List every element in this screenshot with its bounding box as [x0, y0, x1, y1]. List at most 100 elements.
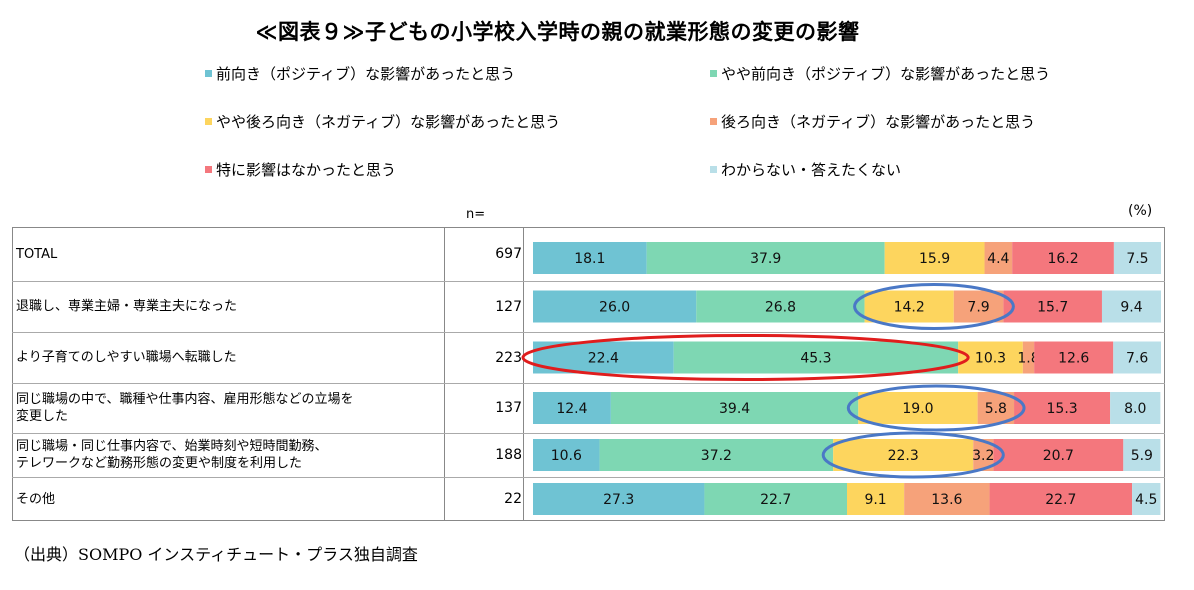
- legend-swatch: [205, 118, 212, 125]
- legend-label: 後ろ向き（ネガティブ）な影響があったと思う: [721, 113, 1036, 131]
- table-frame: [12, 227, 1165, 521]
- bar-segment: [599, 439, 834, 471]
- legend-item: 特に影響はなかったと思う: [205, 159, 396, 180]
- legend-item: やや前向き（ポジティブ）な影響があったと思う: [710, 63, 1050, 84]
- bar-segment: [646, 242, 885, 274]
- row-divider: [12, 477, 1165, 478]
- category-label: その他: [16, 491, 56, 507]
- bar-segment: [1014, 392, 1111, 424]
- legend-swatch: [205, 70, 212, 77]
- category-label: 同じ職場・同じ仕事内容で、始業時刻や短時間勤務、 テレワークなど勤務形態の変更や…: [16, 439, 328, 471]
- data-label: 12.6: [1058, 351, 1089, 367]
- data-label: 45.3: [800, 351, 831, 367]
- data-label: 27.3: [603, 492, 634, 508]
- row-n-value: 223: [495, 349, 522, 366]
- data-label: 12.4: [556, 401, 587, 417]
- data-label: 19.0: [902, 401, 933, 417]
- data-label: 4.4: [987, 251, 1009, 267]
- legend-item: 前向き（ポジティブ）な影響があったと思う: [205, 63, 515, 84]
- highlight-ellipse: [821, 431, 1005, 479]
- bar-segment: [864, 290, 954, 323]
- data-label: 9.4: [1120, 300, 1142, 316]
- data-label: 37.2: [701, 448, 732, 464]
- category-label: より子育てのしやすい職場へ転職した: [16, 350, 237, 365]
- bar-segment: [833, 439, 974, 471]
- legend-label: やや前向き（ポジティブ）な影響があったと思う: [721, 65, 1051, 83]
- bar-segment: [533, 242, 647, 274]
- legend-item: やや後ろ向き（ネガティブ）な影響があったと思う: [205, 111, 560, 132]
- row-label: 同じ職場・同じ仕事内容で、始業時刻や短時間勤務、 テレワークなど勤務形態の変更や…: [16, 433, 444, 477]
- highlight-ellipse: [853, 283, 1015, 330]
- data-label: 16.2: [1047, 251, 1078, 267]
- row-n-value: 127: [495, 298, 522, 315]
- row-divider: [12, 332, 1165, 333]
- bar-segment: [533, 392, 611, 424]
- data-label: 15.7: [1037, 300, 1068, 316]
- legend-label: 前向き（ポジティブ）な影響があったと思う: [216, 65, 516, 83]
- data-label: 10.6: [551, 448, 582, 464]
- bar-segment: [533, 483, 705, 515]
- legend-swatch: [710, 166, 717, 173]
- data-label: 7.9: [967, 300, 989, 316]
- data-label: 7.6: [1126, 351, 1148, 367]
- data-label: 18.1: [574, 251, 605, 267]
- row-n-value: 137: [495, 400, 522, 416]
- bar-segment: [884, 242, 985, 274]
- highlight-ellipse: [521, 334, 970, 381]
- data-label: 26.8: [765, 300, 796, 316]
- bar-segment: [696, 290, 865, 323]
- row-label: その他: [16, 477, 444, 521]
- data-label: 15.3: [1047, 401, 1078, 417]
- row-label: TOTAL: [16, 227, 444, 281]
- bar-segment: [977, 392, 1015, 424]
- data-label: 7.5: [1126, 251, 1148, 267]
- data-label: 39.4: [719, 401, 750, 417]
- bar-segment: [989, 483, 1133, 515]
- bar-segment: [610, 392, 859, 424]
- data-label: 22.7: [1045, 492, 1076, 508]
- data-label: 9.1: [864, 492, 886, 508]
- category-label: 退職し、専業主婦・専業主夫になった: [16, 299, 238, 314]
- data-label: 22.4: [588, 351, 619, 367]
- bar-segment: [1113, 341, 1161, 374]
- bar-segment: [1132, 483, 1161, 515]
- data-label: 1.8: [1017, 351, 1039, 367]
- bar-segment: [704, 483, 847, 515]
- bar-segment: [858, 392, 978, 424]
- bar-segment: [984, 242, 1013, 274]
- bar-segment: [1034, 341, 1114, 374]
- legend-swatch: [710, 118, 717, 125]
- data-label: 4.5: [1135, 492, 1157, 508]
- data-label: 20.7: [1043, 448, 1074, 464]
- bar-segment: [973, 439, 994, 471]
- row-n-value: 697: [495, 246, 522, 262]
- n-header: n=: [466, 207, 486, 222]
- column-divider: [523, 227, 524, 521]
- data-label: 26.0: [599, 300, 630, 316]
- bar-segment: [533, 439, 600, 471]
- bar-segment: [673, 341, 959, 374]
- chart-title: ≪図表９≫子どもの小学校入学時の親の就業形態の変更の影響: [255, 20, 860, 44]
- row-n-value: 22: [504, 491, 522, 507]
- category-label: TOTAL: [16, 246, 58, 262]
- data-label: 22.7: [760, 492, 791, 508]
- row-divider: [12, 281, 1165, 282]
- row-n-value: 188: [495, 447, 522, 463]
- row-divider: [12, 383, 1165, 384]
- category-label: 同じ職場の中で、職種や仕事内容、雇用形態などの立場を 変更した: [16, 392, 354, 424]
- row-label: 同じ職場の中で、職種や仕事内容、雇用形態などの立場を 変更した: [16, 383, 444, 433]
- bar-segment: [1003, 290, 1102, 323]
- data-label: 5.8: [985, 401, 1007, 417]
- data-label: 13.6: [931, 492, 962, 508]
- bar-segment: [847, 483, 905, 515]
- legend-label: やや後ろ向き（ネガティブ）な影響があったと思う: [216, 113, 561, 131]
- bar-segment: [904, 483, 990, 515]
- legend-label: わからない・答えたくない: [721, 161, 902, 179]
- bar-segment: [1123, 439, 1161, 471]
- legend-label: 特に影響はなかったと思う: [216, 161, 397, 179]
- data-label: 3.2: [972, 448, 994, 464]
- column-divider: [444, 227, 445, 521]
- legend-item: 後ろ向き（ネガティブ）な影響があったと思う: [710, 111, 1035, 132]
- bar-segment: [1012, 242, 1114, 274]
